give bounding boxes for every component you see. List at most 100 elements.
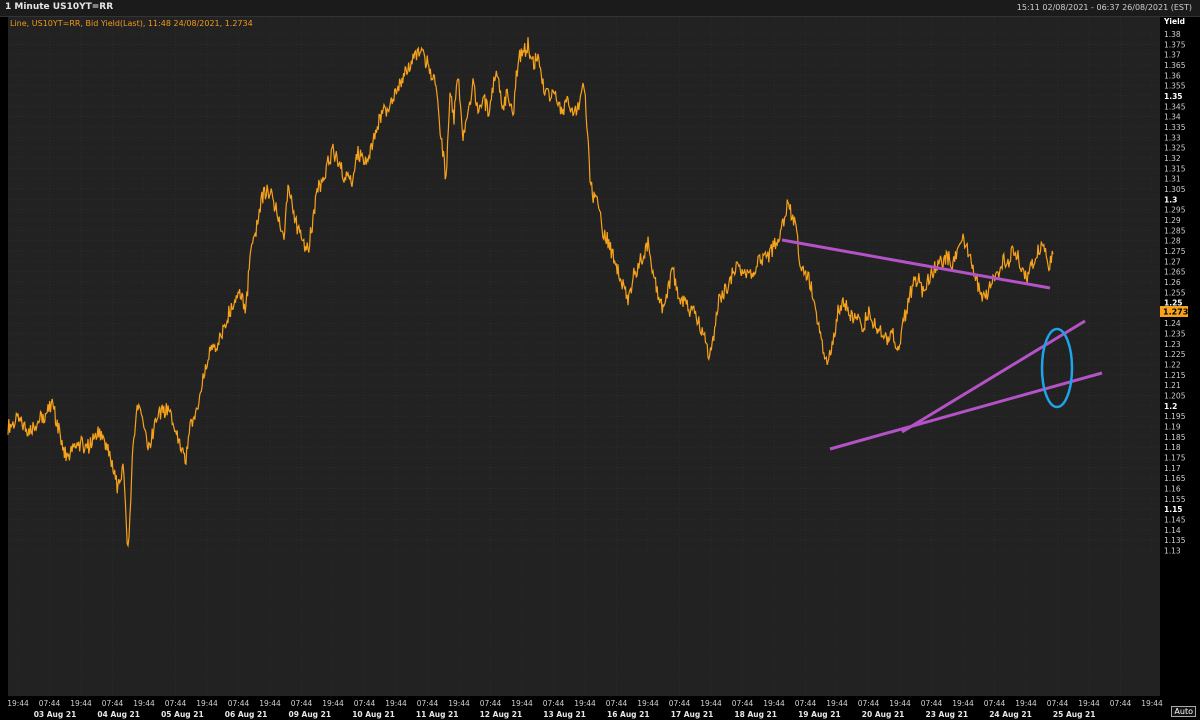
y-tick-label: 1.3	[1164, 195, 1177, 204]
x-time-label: 07:44	[228, 699, 250, 708]
y-tick-label: 1.31	[1164, 175, 1181, 184]
x-date-label: 12 Aug 21	[480, 710, 523, 719]
x-date-label: 10 Aug 21	[352, 710, 395, 719]
y-tick-label: 1.365	[1164, 61, 1186, 70]
x-time-label: 19:44	[763, 699, 785, 708]
auto-scale-button[interactable]: Auto	[1171, 706, 1196, 717]
y-tick-label: 1.32	[1164, 154, 1181, 163]
x-time-label: 19:44	[1078, 699, 1100, 708]
y-tick-label: 1.16	[1164, 485, 1181, 494]
y-tick-label: 1.35	[1164, 92, 1183, 101]
x-time-label: 19:44	[574, 699, 596, 708]
x-time-label: 07:44	[984, 699, 1006, 708]
mid-trendline	[901, 319, 1086, 434]
x-axis: 19:44 07:44 19:44 07:44 19:44 07:44 19:44 07:44…	[7, 699, 1163, 719]
y-tick-label: 1.14	[1164, 526, 1181, 535]
x-time-label: 07:44	[39, 699, 61, 708]
last-value-tag	[1160, 306, 1188, 317]
x-date-label: 11 Aug 21	[416, 710, 459, 719]
plot-area[interactable]	[8, 17, 1160, 696]
x-date-label: 23 Aug 21	[925, 710, 968, 719]
x-time-label: 07:44	[795, 699, 817, 708]
x-time-label: 19:44	[70, 699, 92, 708]
y-tick-label: 1.23	[1164, 340, 1181, 349]
x-date-label: 18 Aug 21	[734, 710, 777, 719]
y-tick-label: 1.22	[1164, 361, 1181, 370]
x-time-label: 19:44	[889, 699, 911, 708]
y-tick-label: 1.205	[1164, 392, 1186, 401]
y-tick-label: 1.265	[1164, 268, 1186, 277]
y-tick-label: 1.2	[1164, 402, 1177, 411]
x-time-label: 19:44	[511, 699, 533, 708]
x-time-label: 07:44	[543, 699, 565, 708]
x-date-label: 17 Aug 21	[671, 710, 714, 719]
y-tick-label: 1.37	[1164, 51, 1181, 60]
y-tick-label: 1.24	[1164, 319, 1181, 328]
x-time-label: 19:44	[196, 699, 218, 708]
y-tick-label: 1.135	[1164, 536, 1186, 545]
y-tick-label: 1.215	[1164, 371, 1186, 380]
y-tick-label: 1.27	[1164, 257, 1181, 266]
x-date-label: 09 Aug 21	[288, 710, 331, 719]
y-tick-label: 1.305	[1164, 185, 1186, 194]
x-date-label: 25 Aug 21	[1053, 710, 1096, 719]
y-tick-label: 1.285	[1164, 226, 1186, 235]
y-tick-label: 1.17	[1164, 464, 1181, 473]
x-date-label: 04 Aug 21	[97, 710, 140, 719]
x-time-label: 07:44	[102, 699, 124, 708]
x-date-label: 13 Aug 21	[543, 710, 586, 719]
y-tick-label: 1.28	[1164, 237, 1181, 246]
y-tick-label: 1.315	[1164, 164, 1186, 173]
y-tick-label: 1.145	[1164, 516, 1186, 525]
annotations	[781, 238, 1103, 451]
y-tick-label: 1.29	[1164, 216, 1181, 225]
legend-text: Line, US10YT=RR, Bid Yield(Last), 11:48 …	[10, 19, 253, 28]
y-tick-label: 1.185	[1164, 433, 1186, 442]
y-tick-label: 1.165	[1164, 474, 1186, 483]
y-tick-label: 1.21	[1164, 381, 1181, 390]
y-tick-label: 1.375	[1164, 40, 1186, 49]
x-date-label: 24 Aug 21	[989, 710, 1032, 719]
y-tick-label: 1.25	[1164, 299, 1183, 308]
x-time-label: 07:44	[417, 699, 439, 708]
y-tick-label: 1.26	[1164, 278, 1181, 287]
y-tick-label: 1.235	[1164, 330, 1186, 339]
x-time-label: 07:44	[606, 699, 628, 708]
date-range: 15:11 02/08/2021 - 06:37 26/08/2021 (EST…	[1016, 3, 1192, 12]
y-tick-label: 1.225	[1164, 350, 1186, 359]
x-date-label: 19 Aug 21	[798, 710, 841, 719]
last-value-text: 1.2734	[1163, 308, 1194, 317]
x-date-label: 16 Aug 21	[607, 710, 650, 719]
x-date-label: 05 Aug 21	[161, 710, 204, 719]
y-tick-label: 1.155	[1164, 495, 1186, 504]
x-time-label: 07:44	[921, 699, 943, 708]
x-time-label: 19:44	[637, 699, 659, 708]
y-axis-label: Yield	[1163, 17, 1185, 26]
x-time-label: 19:44	[322, 699, 344, 708]
chart-title: 1 Minute US10YT=RR	[5, 2, 114, 12]
x-time-label: 07:44	[1110, 699, 1132, 708]
y-tick-label: 1.275	[1164, 247, 1186, 256]
x-time-label: 07:44	[1047, 699, 1069, 708]
y-tick-label: 1.15	[1164, 505, 1183, 514]
y-tick-label: 1.34	[1164, 113, 1181, 122]
x-time-label: 19:44	[1015, 699, 1037, 708]
title-bar: 1 Minute US10YT=RR 15:11 02/08/2021 - 06…	[0, 0, 1200, 17]
x-date-label: 20 Aug 21	[862, 710, 905, 719]
x-time-label: 19:44	[7, 699, 29, 708]
x-time-label: 19:44	[448, 699, 470, 708]
y-tick-label: 1.13	[1164, 547, 1181, 556]
x-time-label: 19:44	[952, 699, 974, 708]
x-time-label: 19:44	[826, 699, 848, 708]
upper-trendline	[781, 238, 1051, 290]
x-time-label: 19:44	[385, 699, 407, 708]
x-time-label: 07:44	[732, 699, 754, 708]
highlight-ellipse	[1040, 327, 1074, 409]
y-tick-label: 1.195	[1164, 412, 1186, 421]
x-time-label: 07:44	[354, 699, 376, 708]
y-tick-label: 1.19	[1164, 423, 1181, 432]
x-time-label: 07:44	[669, 699, 691, 708]
